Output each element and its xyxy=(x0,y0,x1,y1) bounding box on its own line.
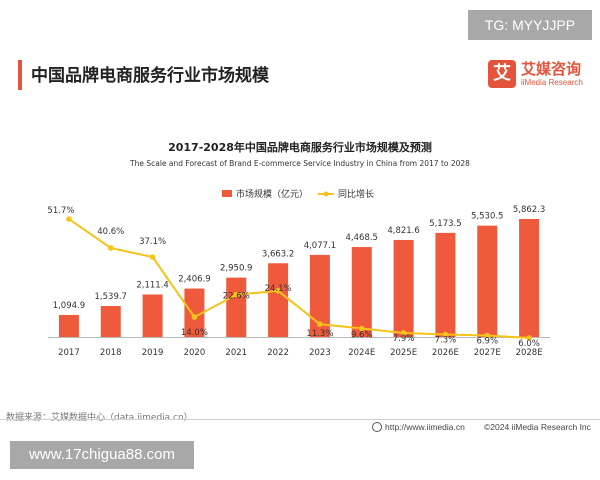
bar-value-label: 1,094.9 xyxy=(53,301,85,311)
growth-point xyxy=(442,331,449,338)
x-tick-label: 2025E xyxy=(390,348,417,358)
growth-value-label: 24.1% xyxy=(265,284,292,294)
x-tick-label: 2021 xyxy=(225,348,247,358)
footer-divider xyxy=(0,419,600,420)
bar xyxy=(100,306,121,337)
logo-mark-icon: 艾 xyxy=(488,60,516,88)
bar-value-label: 5,862.3 xyxy=(513,205,545,215)
logo-name-cn: 艾媒咨询 xyxy=(521,60,582,78)
growth-value-label: 6.9% xyxy=(476,337,498,347)
bar xyxy=(142,294,163,337)
bar xyxy=(351,247,372,337)
growth-value-label: 7.3% xyxy=(435,336,457,346)
x-tick-label: 2024E xyxy=(348,348,375,358)
growth-point xyxy=(233,291,240,298)
bar-value-label: 5,173.5 xyxy=(429,219,461,229)
growth-point xyxy=(526,335,532,341)
growth-point xyxy=(358,325,365,332)
x-tick-label: 2017 xyxy=(58,348,80,358)
bar-value-label: 5,530.5 xyxy=(471,212,503,222)
growth-point xyxy=(400,330,407,336)
growth-point xyxy=(107,245,114,251)
bar-value-label: 2,111.4 xyxy=(136,281,168,291)
growth-value-label: 6.0% xyxy=(518,339,540,349)
bar-value-label: 4,468.5 xyxy=(346,233,378,243)
bar xyxy=(309,254,330,337)
bar-value-label: 4,821.6 xyxy=(387,226,419,236)
bar-value-label: 2,406.9 xyxy=(178,275,210,285)
header-accent-bar xyxy=(18,60,22,90)
legend-swatch-bar xyxy=(222,190,232,197)
x-tick-label: 2027E xyxy=(474,348,501,358)
growth-point xyxy=(149,254,156,260)
footer-url-text: http://www.iimedia.cn xyxy=(385,422,465,432)
growth-point xyxy=(191,314,198,320)
growth-value-label: 9.6% xyxy=(351,331,373,341)
footer-copyright: ©2024 iiMedia Research Inc xyxy=(484,422,591,432)
footer-url: http://www.iimedia.cn xyxy=(372,422,465,432)
legend-marker-line xyxy=(323,191,329,197)
bar xyxy=(477,225,498,337)
x-tick-label: 2026E xyxy=(432,348,459,358)
legend-label-line: 同比增长 xyxy=(338,188,374,200)
bar xyxy=(268,263,289,337)
legend-label-bar: 市场规模（亿元） xyxy=(236,188,308,200)
globe-icon xyxy=(372,422,382,432)
growth-line xyxy=(68,218,530,339)
bar xyxy=(226,277,247,337)
growth-value-label: 22.6% xyxy=(223,292,250,302)
x-tick-label: 2023 xyxy=(309,348,331,358)
bar xyxy=(58,314,79,337)
growth-point xyxy=(484,332,491,339)
bar xyxy=(184,288,205,337)
x-tick-label: 2019 xyxy=(142,348,164,358)
growth-point xyxy=(275,288,281,294)
page-title: 中国品牌电商服务行业市场规模 xyxy=(31,66,269,86)
x-tick-label: 2020 xyxy=(184,348,206,358)
bar-value-label: 4,077.1 xyxy=(304,241,336,251)
chart-subtitle: The Scale and Forecast of Brand E-commer… xyxy=(129,159,470,168)
chart-svg: 2017-2028年中国品牌电商服务行业市场规模及预测 The Scale and… xyxy=(47,140,550,358)
x-tick-label: 2028E xyxy=(516,348,543,358)
watermark-site-badge: www.17chigua88.com xyxy=(10,441,194,469)
watermark-tg-badge: TG: MYYJJPP xyxy=(468,10,592,40)
growth-value-label: 40.6% xyxy=(97,227,124,237)
growth-value-label: 37.1% xyxy=(139,237,166,247)
data-source-note: 数据来源：艾媒数据中心（data.iimedia.cn） xyxy=(6,413,193,423)
growth-value-label: 11.3% xyxy=(306,329,333,339)
growth-value-label: 51.7% xyxy=(47,206,74,216)
growth-value-label: 7.9% xyxy=(393,334,415,344)
bar-value-label: 3,663.2 xyxy=(262,249,294,259)
growth-point xyxy=(317,321,323,327)
x-tick-label: 2022 xyxy=(267,348,289,358)
bar xyxy=(393,239,414,337)
growth-value-label: 14.0% xyxy=(181,328,208,338)
logo-name-en: iiMedia Research xyxy=(521,78,583,87)
bar-value-label: 1,539.7 xyxy=(95,292,127,302)
bar-value-label: 2,950.9 xyxy=(220,264,252,274)
bar xyxy=(435,232,456,337)
chart-title: 2017-2028年中国品牌电商服务行业市场规模及预测 xyxy=(168,140,432,154)
bar xyxy=(519,219,540,337)
growth-point xyxy=(66,216,72,222)
x-tick-label: 2018 xyxy=(100,348,122,358)
